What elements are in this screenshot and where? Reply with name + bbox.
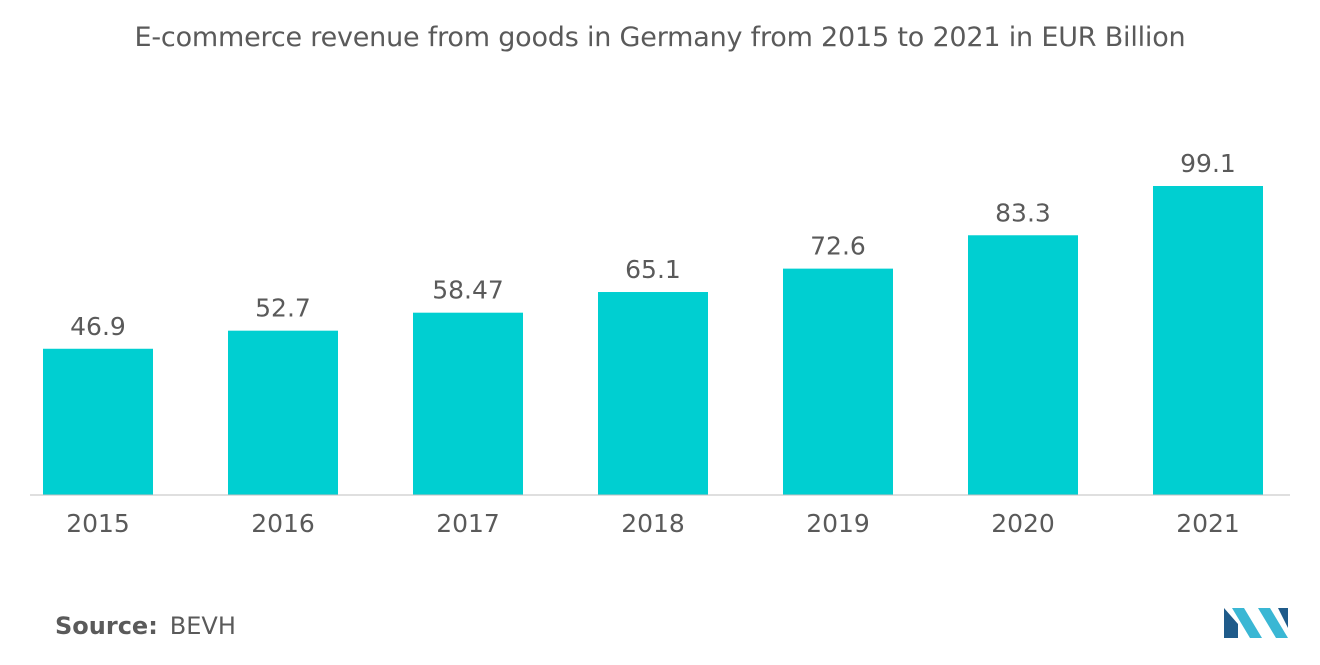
value-label-2020: 83.3 bbox=[995, 198, 1051, 227]
bar-2018 bbox=[598, 292, 708, 495]
x-tick-label-2018: 2018 bbox=[621, 509, 685, 538]
value-label-2019: 72.6 bbox=[810, 232, 866, 261]
chart-title: E-commerce revenue from goods in Germany… bbox=[134, 22, 1186, 53]
bar-2019 bbox=[783, 268, 893, 495]
logo-left-shape bbox=[1224, 608, 1238, 638]
publisher-logo-icon bbox=[1224, 608, 1288, 638]
source-label: Source: bbox=[55, 612, 158, 640]
bar-2020 bbox=[968, 235, 1078, 495]
bar-chart: 46.9 2015 52.7 2016 58.47 2017 65.1 2018 72.6 201… bbox=[30, 149, 1290, 538]
x-tick-label-2021: 2021 bbox=[1176, 509, 1240, 538]
x-tick-label-2016: 2016 bbox=[251, 509, 315, 538]
logo-right-bar bbox=[1278, 608, 1288, 628]
logo-middle-shape bbox=[1232, 608, 1262, 638]
value-label-2021: 99.1 bbox=[1180, 149, 1236, 178]
source-note: Source: BEVH bbox=[55, 612, 236, 640]
bar-2021 bbox=[1153, 186, 1263, 495]
value-label-2017: 58.47 bbox=[432, 276, 504, 305]
bar-2016 bbox=[228, 330, 338, 495]
value-label-2015: 46.9 bbox=[70, 312, 126, 341]
x-tick-label-2019: 2019 bbox=[806, 509, 870, 538]
source-value: BEVH bbox=[169, 612, 236, 640]
bars-group bbox=[43, 186, 1263, 495]
value-label-2018: 65.1 bbox=[625, 255, 681, 284]
bar-2015 bbox=[43, 348, 153, 495]
x-tick-label-2020: 2020 bbox=[991, 509, 1055, 538]
labels-group: 46.9 2015 52.7 2016 58.47 2017 65.1 2018 72.6 201… bbox=[66, 149, 1240, 538]
x-tick-label-2017: 2017 bbox=[436, 509, 500, 538]
value-label-2016: 52.7 bbox=[255, 294, 311, 323]
x-tick-label-2015: 2015 bbox=[66, 509, 130, 538]
bar-2017 bbox=[413, 312, 523, 495]
logo-right-shape bbox=[1258, 608, 1288, 638]
